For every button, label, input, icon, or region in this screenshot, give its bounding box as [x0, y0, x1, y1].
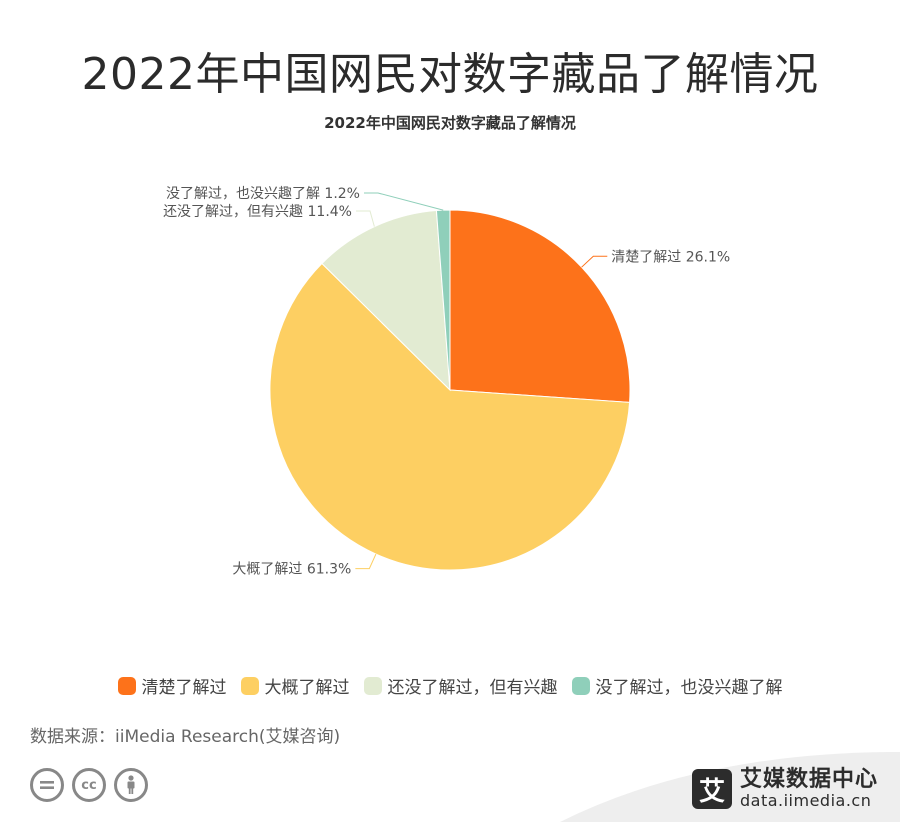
slice-label: 清楚了解过 26.1%: [611, 249, 730, 265]
label-leader-line: [356, 210, 375, 227]
legend-item[interactable]: 大概了解过: [240, 673, 350, 698]
license-icons: cc: [30, 768, 148, 802]
legend-label: 没了解过，也没兴趣了解: [595, 678, 783, 698]
brand-name: 艾媒数据中心: [739, 767, 878, 792]
brand[interactable]: 艾 艾媒数据中心 data.iimedia.cn: [691, 767, 878, 810]
legend-swatch: [363, 676, 382, 695]
legend-label: 还没了解过，但有兴趣: [387, 678, 558, 698]
brand-url: data.iimedia.cn: [739, 791, 872, 810]
legend-label: 清楚了解过: [141, 678, 227, 698]
legend-item[interactable]: 清楚了解过: [117, 673, 227, 698]
brand-logo: 艾: [691, 769, 732, 809]
slice-label: 还没了解过，但有兴趣 11.4%: [163, 204, 352, 220]
pie-chart: 2022年中国网民对数字藏品了解情况 清楚了解过 26.1% 大概了解过 61.3…: [163, 114, 730, 578]
legend-swatch: [117, 676, 136, 695]
pie-slice[interactable]: [269, 262, 631, 571]
page-title: 2022年中国网民对数字藏品了解情况: [81, 49, 819, 100]
equal-icon: [30, 768, 64, 802]
chart-title: 2022年中国网民对数字藏品了解情况: [324, 114, 576, 132]
pie-slice[interactable]: [449, 209, 631, 403]
label-leader-line: [355, 553, 377, 570]
slice-label: 大概了解过 61.3%: [232, 562, 351, 578]
legend-swatch: [240, 676, 259, 695]
cc-icon: cc: [72, 768, 106, 802]
slice-label: 没了解过，也没兴趣了解 1.2%: [166, 186, 360, 202]
legend-label: 大概了解过: [264, 678, 350, 698]
person-icon: [114, 768, 148, 802]
legend-item[interactable]: 还没了解过，但有兴趣: [363, 673, 558, 698]
data-source: 数据来源：iiMedia Research(艾媒咨询): [30, 727, 341, 747]
legend-swatch: [571, 676, 590, 695]
legend: 清楚了解过 大概了解过 还没了解过，但有兴趣 没了解过，也没兴趣了解: [0, 673, 900, 698]
label-leader-line: [364, 192, 444, 211]
legend-item[interactable]: 没了解过，也没兴趣了解: [571, 673, 783, 698]
label-leader-line: [581, 255, 608, 268]
